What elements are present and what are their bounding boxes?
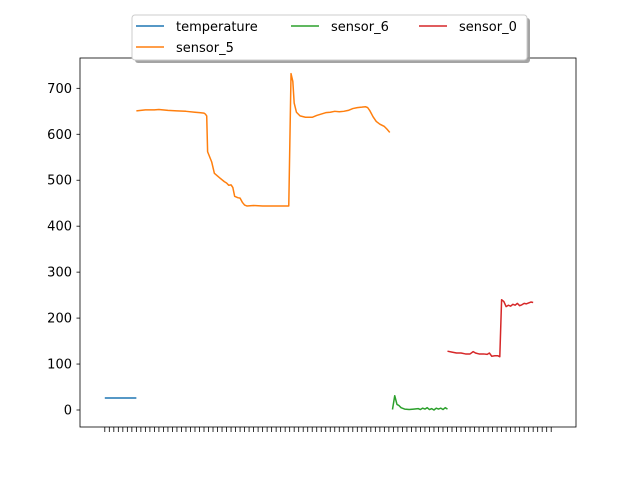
y-tick-label: 500 [47, 174, 72, 189]
series-line-sensor-5 [136, 72, 391, 207]
y-tick-label: 300 [47, 266, 72, 281]
y-tick-label: 0 [64, 403, 72, 418]
x-axis-ticks [104, 427, 552, 432]
legend-label-sensor-6: sensor_6 [331, 20, 389, 35]
y-tick-label: 700 [47, 82, 72, 97]
legend-label-sensor-5: sensor_5 [176, 41, 234, 56]
y-axis: 0 100 200 300 400 500 600 700 [47, 82, 80, 418]
y-tick-label: 100 [47, 358, 72, 373]
y-tick-label: 400 [47, 220, 72, 235]
series-layer [104, 72, 534, 411]
series-line-sensor-0 [447, 298, 534, 358]
plot-area [79, 57, 577, 428]
legend-label-temperature: temperature [176, 20, 258, 35]
y-tick-label: 200 [47, 312, 72, 327]
y-tick-label: 600 [47, 128, 72, 143]
axes-frame [79, 57, 577, 428]
series-line-sensor-6 [391, 395, 448, 411]
legend: temperature sensor_5 sensor_6 sensor_0 [131, 14, 530, 63]
legend-label-sensor-0: sensor_0 [459, 20, 517, 35]
